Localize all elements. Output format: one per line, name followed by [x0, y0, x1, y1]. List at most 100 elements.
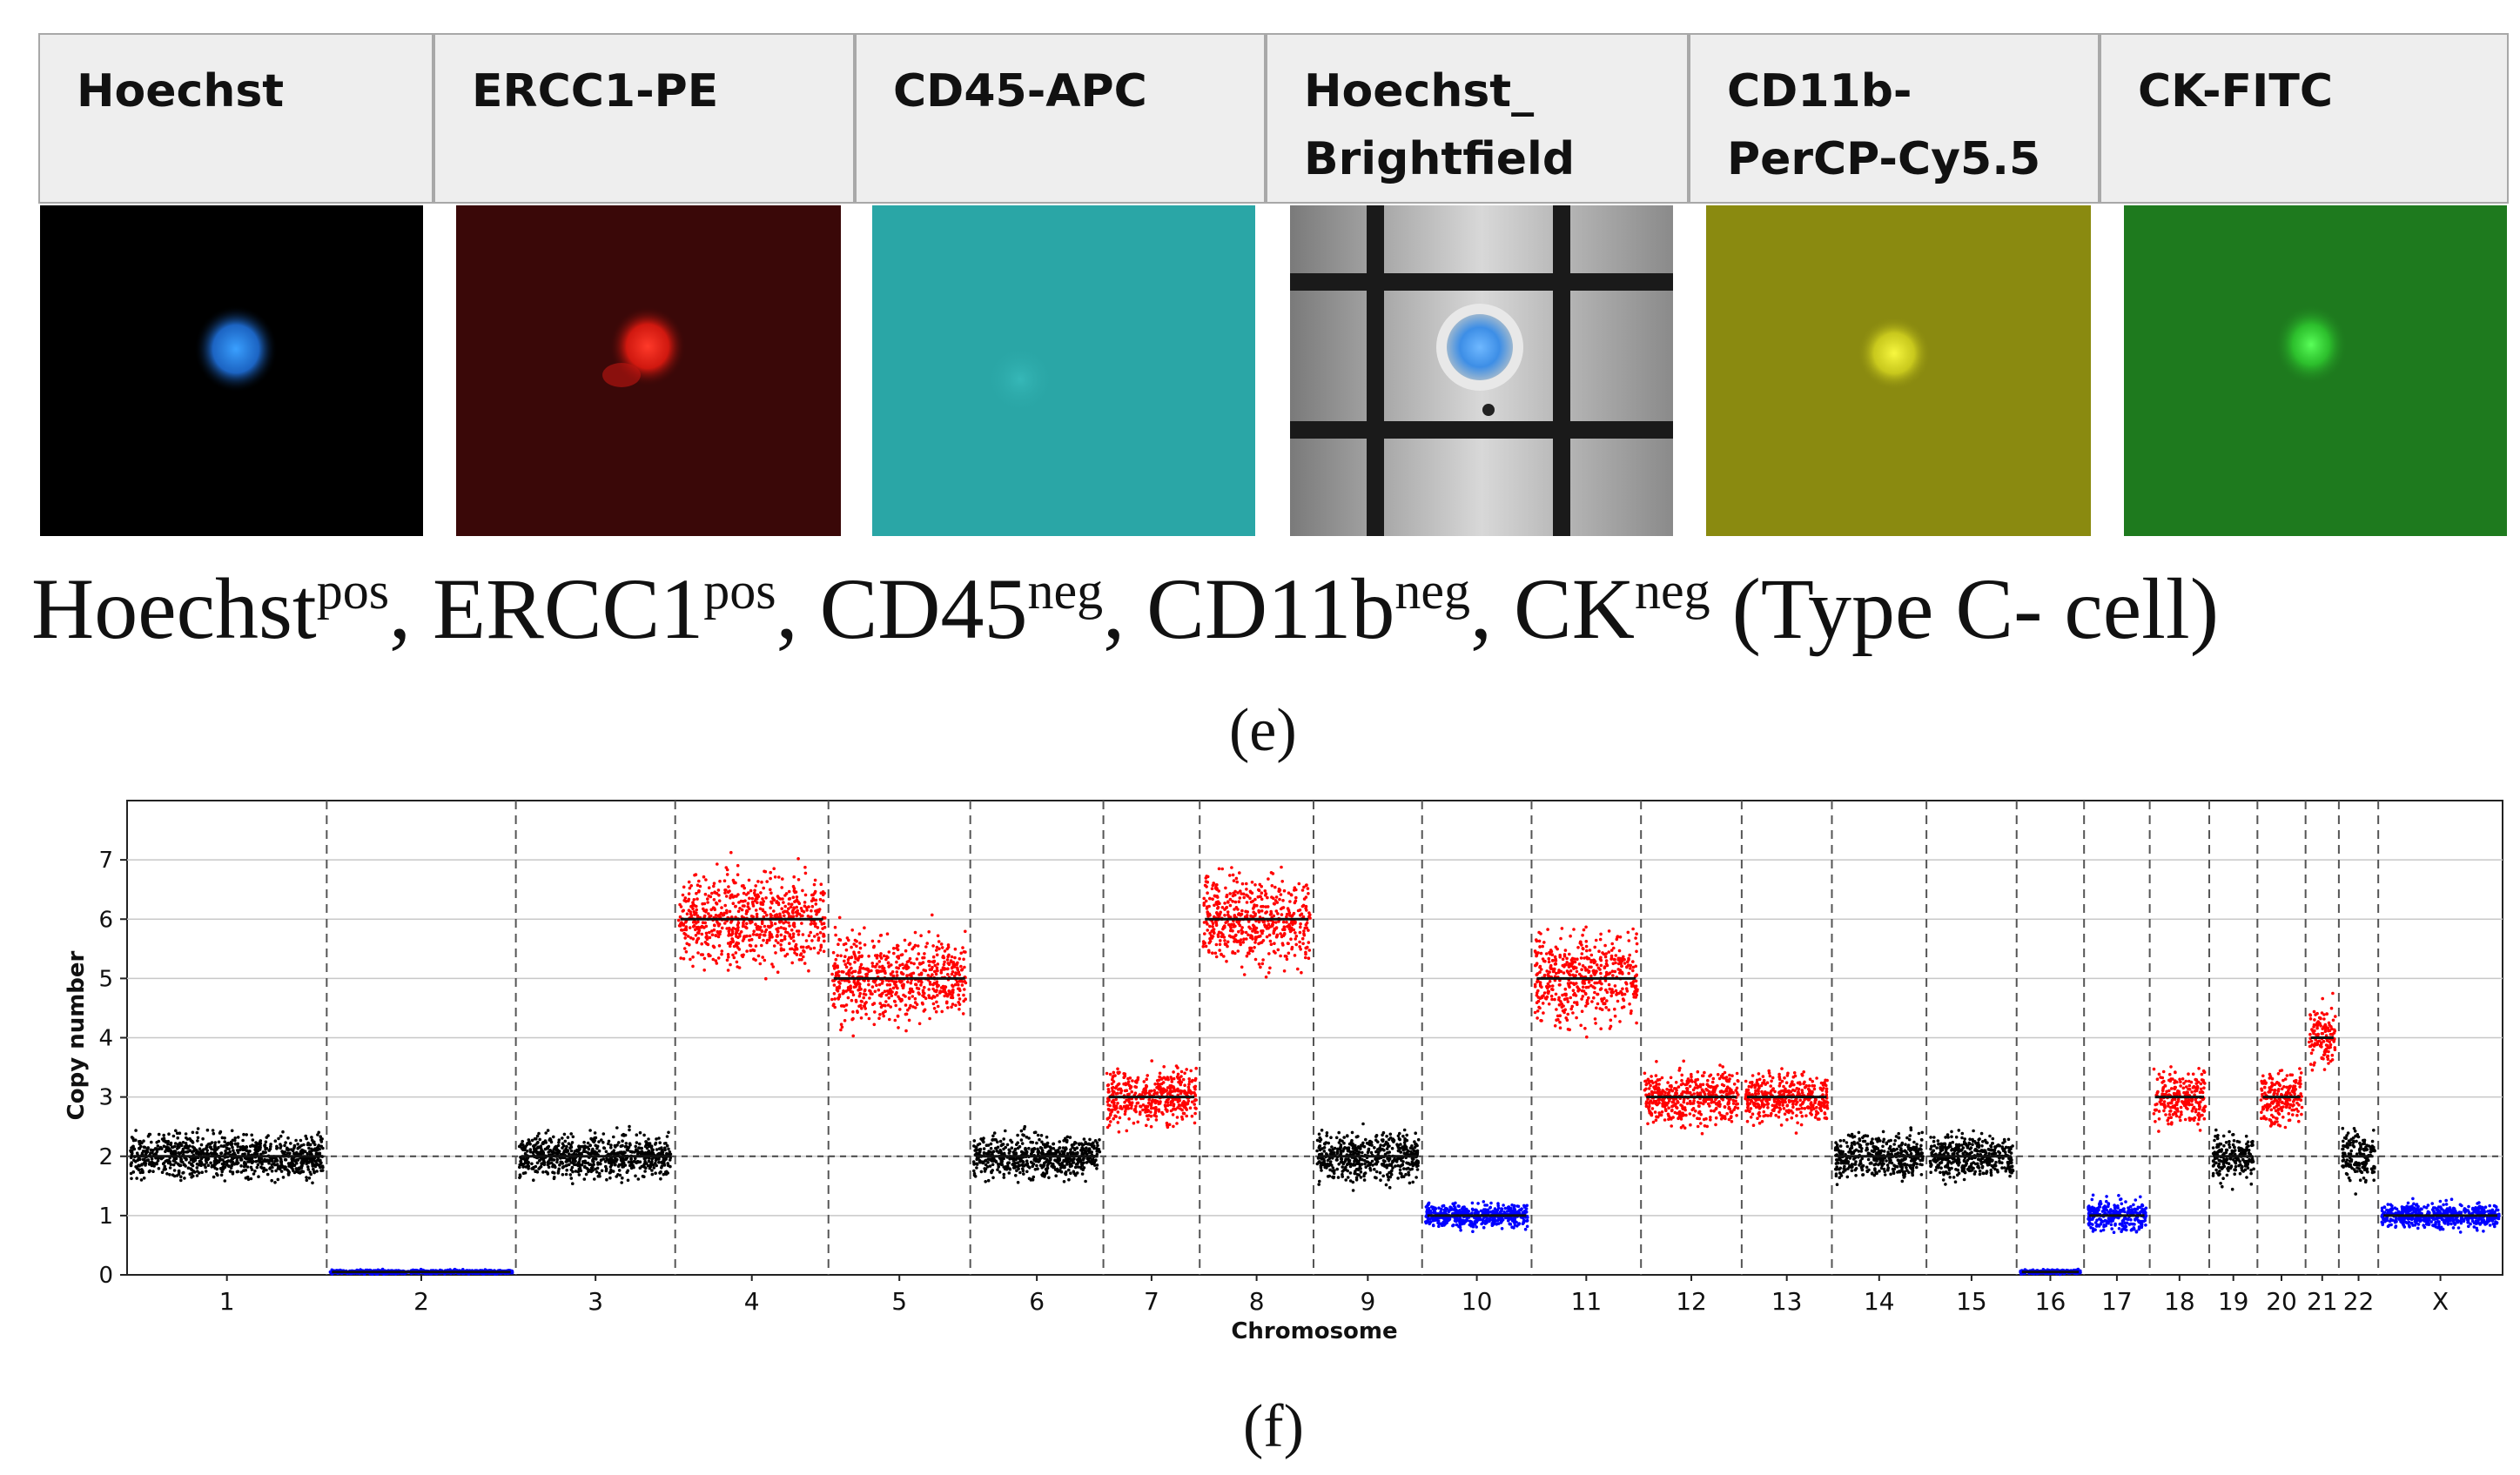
copy-number-point: [1142, 1088, 1146, 1092]
copy-number-point: [989, 1147, 993, 1150]
copy-number-point: [877, 1016, 881, 1020]
copy-number-point: [319, 1138, 323, 1142]
copy-number-point: [242, 1132, 245, 1136]
copy-number-point: [564, 1163, 568, 1168]
copy-number-point: [134, 1129, 138, 1132]
copy-number-point: [561, 1165, 566, 1169]
copy-number-point: [161, 1162, 165, 1166]
copy-number-point: [1145, 1077, 1148, 1081]
copy-number-point: [877, 960, 882, 963]
copy-number-point: [713, 890, 716, 894]
copy-number-point: [273, 1181, 277, 1184]
copy-number-point: [955, 980, 959, 984]
copy-number-point: [239, 1170, 244, 1174]
copy-number-point: [304, 1134, 308, 1138]
copy-number-point: [850, 966, 853, 970]
copy-number-point: [593, 1177, 596, 1181]
copy-number-point: [947, 953, 951, 957]
copy-number-point: [164, 1167, 167, 1171]
copy-number-point: [904, 949, 908, 953]
copy-number-point: [700, 942, 703, 946]
copy-number-point: [312, 1167, 315, 1171]
copy-number-point: [940, 946, 944, 949]
cd45-faint-signal: [985, 345, 1055, 414]
copy-number-point: [297, 1170, 300, 1175]
copy-number-point: [267, 1149, 272, 1152]
copy-number-point: [660, 1166, 663, 1170]
copy-number-point: [942, 955, 946, 960]
copy-number-point: [936, 994, 939, 997]
copy-number-point: [1072, 1147, 1077, 1150]
copy-number-point: [225, 1146, 229, 1150]
copy-number-point: [546, 1145, 549, 1150]
copy-number-point: [716, 888, 721, 892]
copy-number-point: [763, 958, 767, 962]
copy-number-point: [1158, 1071, 1162, 1076]
copy-number-point: [693, 873, 696, 877]
copy-number-point: [1065, 1157, 1068, 1161]
copy-number-point: [1111, 1075, 1115, 1079]
copy-number-point: [569, 1149, 574, 1153]
copy-number-point: [909, 1003, 912, 1008]
copy-number-point: [887, 965, 890, 969]
copy-number-point: [778, 912, 782, 916]
copy-number-point: [747, 878, 751, 882]
copy-number-point: [321, 1146, 325, 1150]
copy-number-point: [1161, 1081, 1166, 1084]
copy-number-point: [834, 933, 837, 937]
copy-number-point: [291, 1163, 295, 1167]
copy-number-point: [1111, 1108, 1114, 1112]
copy-number-point: [900, 997, 904, 1002]
copy-number-point: [1002, 1176, 1006, 1179]
copy-number-point: [872, 1022, 877, 1027]
copy-number-point: [1116, 1091, 1119, 1096]
copy-number-point: [1082, 1161, 1085, 1164]
copy-number-point: [943, 949, 947, 953]
copy-number-point: [765, 913, 769, 917]
copy-number-point: [948, 991, 952, 995]
copy-number-point: [1132, 1109, 1137, 1112]
copy-number-point: [683, 936, 687, 940]
copy-number-point: [935, 953, 939, 957]
copy-number-point: [263, 1143, 267, 1147]
copy-number-point: [1052, 1142, 1056, 1146]
copy-number-point: [936, 934, 940, 938]
copy-number-point: [566, 1136, 570, 1139]
copy-number-point: [1038, 1157, 1041, 1162]
copy-number-point: [765, 880, 769, 883]
copy-number-point: [281, 1130, 285, 1134]
copy-number-point: [1116, 1067, 1119, 1071]
copy-number-point: [790, 910, 795, 914]
copy-number-point: [1165, 1089, 1169, 1093]
copy-number-point: [164, 1139, 168, 1143]
copy-number-point: [882, 966, 886, 970]
copy-number-point: [546, 1163, 550, 1167]
copy-number-point: [836, 966, 839, 969]
copy-number-point: [1095, 1146, 1099, 1150]
copy-number-point: [963, 988, 966, 991]
copy-number-point: [567, 1142, 571, 1145]
copy-number-point: [1129, 1106, 1133, 1110]
copy-number-point: [535, 1170, 540, 1174]
copy-number-point: [218, 1158, 222, 1163]
copy-number-point: [135, 1177, 138, 1180]
copy-number-point: [785, 952, 790, 956]
copy-number-point: [220, 1170, 224, 1174]
copy-number-point: [975, 1166, 978, 1170]
copy-number-point: [226, 1163, 230, 1168]
copy-number-point: [1081, 1168, 1085, 1171]
copy-number-point: [602, 1146, 607, 1150]
copy-number-point: [1133, 1091, 1138, 1095]
copy-number-point: [906, 980, 910, 984]
copy-number-point: [816, 932, 819, 936]
copy-number-point: [799, 945, 803, 949]
copy-number-point: [162, 1144, 166, 1148]
copy-number-point: [774, 951, 777, 955]
copy-number-point: [755, 925, 759, 929]
copy-number-point: [991, 1169, 994, 1172]
copy-number-point: [561, 1173, 565, 1177]
copy-number-point: [895, 946, 898, 950]
copy-number-point: [604, 1150, 608, 1154]
copy-number-point: [1160, 1076, 1164, 1081]
copy-number-point: [832, 964, 836, 968]
